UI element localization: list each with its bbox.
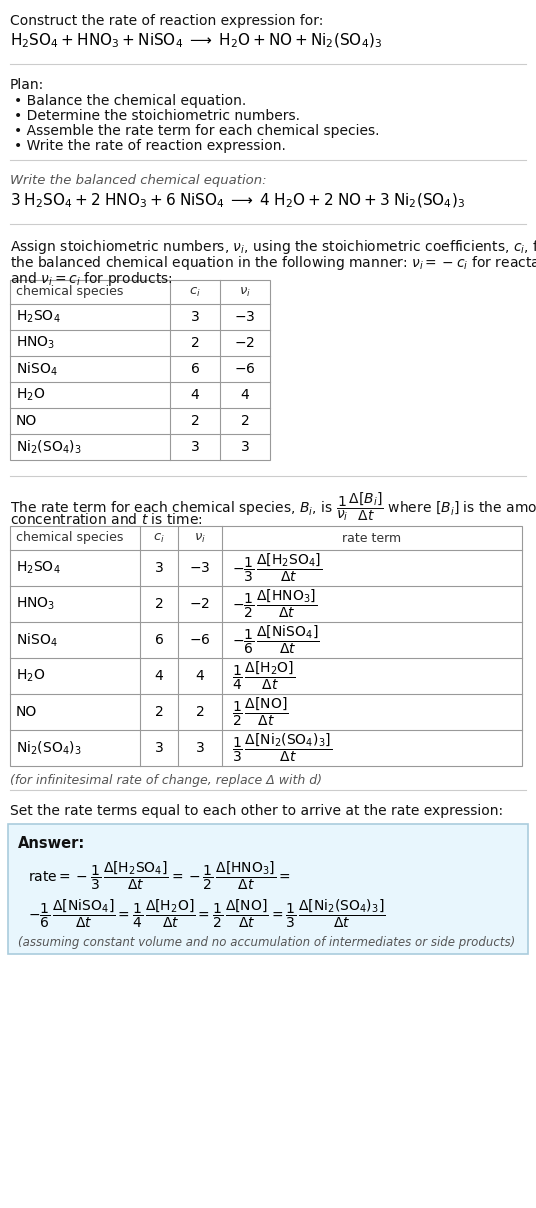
Text: $\mathrm{HNO_3}$: $\mathrm{HNO_3}$ [16,596,55,612]
Text: 3: 3 [154,561,163,575]
Text: $c_i$: $c_i$ [153,532,165,545]
Text: $\mathrm{H_2SO_4}$: $\mathrm{H_2SO_4}$ [16,559,61,576]
Text: $\mathrm{Ni_2(SO_4)_3}$: $\mathrm{Ni_2(SO_4)_3}$ [16,739,82,756]
Text: 4: 4 [191,388,199,402]
Text: 3: 3 [241,440,249,454]
Text: $-6$: $-6$ [234,362,256,376]
Text: $\mathrm{H_2SO_4}$: $\mathrm{H_2SO_4}$ [16,309,61,325]
Text: $c_i$: $c_i$ [189,285,201,298]
Text: $-\dfrac{1}{2}\,\dfrac{\Delta[\mathrm{HNO_3}]}{\Delta t}$: $-\dfrac{1}{2}\,\dfrac{\Delta[\mathrm{HN… [232,588,317,620]
Text: 3: 3 [154,741,163,755]
Text: • Write the rate of reaction expression.: • Write the rate of reaction expression. [14,139,286,153]
Text: $-2$: $-2$ [190,597,211,611]
Text: Answer:: Answer: [18,836,85,850]
Text: 4: 4 [154,669,163,683]
Text: NO: NO [16,414,37,428]
Text: • Assemble the rate term for each chemical species.: • Assemble the rate term for each chemic… [14,124,379,138]
Text: 3: 3 [191,310,199,324]
Text: 4: 4 [241,388,249,402]
Text: 6: 6 [191,362,199,376]
Text: $\nu_i$: $\nu_i$ [239,285,251,298]
Text: 2: 2 [191,414,199,428]
Text: $-\dfrac{1}{6}\,\dfrac{\Delta[\mathrm{NiSO_4}]}{\Delta t} = \dfrac{1}{4}\,\dfrac: $-\dfrac{1}{6}\,\dfrac{\Delta[\mathrm{Ni… [28,898,385,930]
Text: the balanced chemical equation in the following manner: $\nu_i = -c_i$ for react: the balanced chemical equation in the fo… [10,254,536,272]
Text: $-2$: $-2$ [234,336,256,350]
Text: 2: 2 [154,705,163,719]
Text: $\mathrm{H_2SO_4 + HNO_3 + NiSO_4}$$\;\longrightarrow\;$$\mathrm{H_2O + NO + Ni_: $\mathrm{H_2SO_4 + HNO_3 + NiSO_4}$$\;\l… [10,31,382,51]
Text: and $\nu_i = c_i$ for products:: and $\nu_i = c_i$ for products: [10,271,173,288]
Text: $\nu_i$: $\nu_i$ [194,532,206,545]
Text: (for infinitesimal rate of change, replace Δ with d): (for infinitesimal rate of change, repla… [10,774,322,786]
Text: $-3$: $-3$ [234,310,256,324]
Text: concentration and $t$ is time:: concentration and $t$ is time: [10,512,203,527]
Text: 3: 3 [191,440,199,454]
Text: Construct the rate of reaction expression for:: Construct the rate of reaction expressio… [10,14,323,28]
Text: $\mathrm{rate} = -\dfrac{1}{3}\,\dfrac{\Delta[\mathrm{H_2SO_4}]}{\Delta t} = -\d: $\mathrm{rate} = -\dfrac{1}{3}\,\dfrac{\… [28,860,291,893]
Text: Assign stoichiometric numbers, $\nu_i$, using the stoichiometric coefficients, $: Assign stoichiometric numbers, $\nu_i$, … [10,238,536,256]
Text: chemical species: chemical species [16,285,123,298]
Text: $\dfrac{1}{2}\,\dfrac{\Delta[\mathrm{NO}]}{\Delta t}$: $\dfrac{1}{2}\,\dfrac{\Delta[\mathrm{NO}… [232,696,288,728]
Bar [8,824,528,954]
Text: rate term: rate term [343,532,401,545]
Text: $-\dfrac{1}{6}\,\dfrac{\Delta[\mathrm{NiSO_4}]}{\Delta t}$: $-\dfrac{1}{6}\,\dfrac{\Delta[\mathrm{Ni… [232,623,319,656]
Text: • Balance the chemical equation.: • Balance the chemical equation. [14,94,246,108]
Text: chemical species: chemical species [16,532,123,545]
Text: $\mathrm{H_2O}$: $\mathrm{H_2O}$ [16,668,45,684]
Text: • Determine the stoichiometric numbers.: • Determine the stoichiometric numbers. [14,109,300,123]
Text: Plan:: Plan: [10,79,44,92]
Text: $-3$: $-3$ [189,561,211,575]
Text: NO: NO [16,705,37,719]
Text: 6: 6 [154,633,163,647]
Text: Set the rate terms equal to each other to arrive at the rate expression:: Set the rate terms equal to each other t… [10,805,503,818]
Bar [10,525,522,766]
Text: 2: 2 [154,597,163,611]
Text: $\dfrac{1}{4}\,\dfrac{\Delta[\mathrm{H_2O}]}{\Delta t}$: $\dfrac{1}{4}\,\dfrac{\Delta[\mathrm{H_2… [232,660,295,692]
Text: 2: 2 [191,336,199,350]
Text: $-\dfrac{1}{3}\,\dfrac{\Delta[\mathrm{H_2SO_4}]}{\Delta t}$: $-\dfrac{1}{3}\,\dfrac{\Delta[\mathrm{H_… [232,552,322,585]
Text: (assuming constant volume and no accumulation of intermediates or side products): (assuming constant volume and no accumul… [18,936,515,949]
Text: The rate term for each chemical species, $B_i$, is $\dfrac{1}{\nu_i}\dfrac{\Delt: The rate term for each chemical species,… [10,490,536,523]
Text: $\mathrm{HNO_3}$: $\mathrm{HNO_3}$ [16,335,55,352]
Text: 2: 2 [196,705,204,719]
Text: $\mathrm{H_2O}$: $\mathrm{H_2O}$ [16,387,45,403]
Text: $\mathrm{NiSO_4}$: $\mathrm{NiSO_4}$ [16,632,58,649]
Text: Write the balanced chemical equation:: Write the balanced chemical equation: [10,174,266,187]
Bar [10,280,270,460]
Text: $\dfrac{1}{3}\,\dfrac{\Delta[\mathrm{Ni_2(SO_4)_3}]}{\Delta t}$: $\dfrac{1}{3}\,\dfrac{\Delta[\mathrm{Ni_… [232,732,332,765]
Text: $\mathrm{3\;H_2SO_4 + 2\;HNO_3 + 6\;NiSO_4}$$\;\longrightarrow\;$$\mathrm{4\;H_2: $\mathrm{3\;H_2SO_4 + 2\;HNO_3 + 6\;NiSO… [10,192,465,210]
Text: $-6$: $-6$ [189,633,211,647]
Text: 2: 2 [241,414,249,428]
Text: $\mathrm{NiSO_4}$: $\mathrm{NiSO_4}$ [16,360,58,378]
Text: 4: 4 [196,669,204,683]
Text: 3: 3 [196,741,204,755]
Text: $\mathrm{Ni_2(SO_4)_3}$: $\mathrm{Ni_2(SO_4)_3}$ [16,439,82,455]
